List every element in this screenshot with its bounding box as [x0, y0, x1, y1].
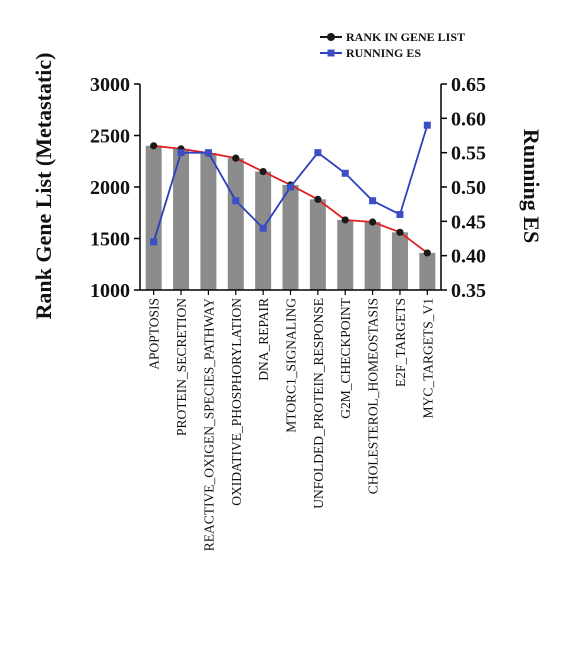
- running-es-point: [287, 183, 294, 191]
- y2-tick-label: 0.40: [451, 246, 486, 268]
- y-tick-label: 2500: [90, 126, 130, 148]
- running-es-point: [259, 224, 267, 232]
- x-tick-label: G2M_CHECKPOINT: [338, 297, 353, 419]
- y-tick-label: 1500: [90, 229, 130, 251]
- x-tick-label: CHOLESTEROL_HOMEOSTASIS: [366, 298, 381, 494]
- rank-point: [396, 228, 404, 236]
- rank-point: [423, 249, 431, 257]
- legend: RANK IN GENE LIST RUNNING ES: [320, 30, 465, 60]
- bar: [200, 153, 217, 290]
- x-tick-label: MTORC1_SIGNALING: [284, 298, 299, 433]
- lines-layer: [150, 121, 431, 257]
- y2-tick-label: 0.50: [451, 177, 486, 199]
- rank-point: [368, 218, 377, 226]
- running-es-point: [150, 238, 158, 246]
- y2-axis-title: Running ES: [519, 129, 544, 243]
- rank-point: [232, 154, 240, 162]
- running-es-point: [204, 149, 212, 157]
- x-tick-label: APOPTOSIS: [147, 298, 162, 370]
- legend-rank-label: RANK IN GENE LIST: [346, 30, 465, 44]
- axes-layer: [134, 83, 447, 295]
- y2-tick-label: 0.65: [451, 74, 486, 96]
- x-tick-label: MYC_TARGETS_V1: [420, 298, 435, 418]
- bars-layer: [145, 145, 436, 290]
- y2-tick-label: 0.45: [451, 211, 486, 233]
- x-tick-label: OXIDATIVE_PHOSPHORYLATION: [229, 298, 244, 506]
- x-tick-label: PROTEIN_SECRETION: [174, 298, 189, 436]
- legend-es-label: RUNNING ES: [346, 46, 421, 60]
- running-es-point: [341, 169, 349, 177]
- bar: [419, 252, 436, 290]
- y-axis-title: Rank Gene List (Metastatic): [31, 52, 56, 319]
- running-es-point: [177, 149, 185, 157]
- bar: [364, 222, 381, 290]
- x-tick-label: UNFOLDED_PROTEIN_RESPONSE: [311, 298, 326, 509]
- running-es-point: [423, 121, 431, 129]
- rank-point: [150, 142, 158, 150]
- x-tick-label: DNA_REPAIR: [256, 298, 271, 381]
- legend-rank-marker: [327, 33, 335, 41]
- bar: [282, 184, 299, 290]
- bar: [391, 232, 408, 290]
- running-es-point: [232, 197, 240, 205]
- running-es-point: [396, 210, 404, 218]
- bar: [337, 219, 354, 290]
- y-tick-label: 2000: [90, 177, 130, 199]
- rank-point: [314, 195, 322, 203]
- y2-tick-label: 0.55: [451, 143, 486, 165]
- rank-point: [259, 167, 267, 176]
- labels-layer: 1000 1500 2000 2500 3000 0.35 0.40 0.45 0.50 0.55…: [90, 74, 486, 551]
- bar: [173, 148, 190, 290]
- bar: [145, 145, 162, 290]
- legend-es-marker: [327, 49, 335, 57]
- x-tick-label: REACTIVE_OXIGEN_SPECIES_PATHWAY: [201, 298, 216, 552]
- running-es-point: [369, 197, 377, 205]
- y-tick-label: 3000: [90, 74, 130, 96]
- bar: [227, 158, 244, 290]
- y2-tick-label: 0.35: [451, 280, 486, 302]
- running-es-point: [314, 149, 322, 157]
- y2-tick-label: 0.60: [451, 108, 486, 130]
- rank-point: [341, 216, 349, 224]
- bar: [309, 199, 326, 290]
- x-tick-label: E2F_TARGETS: [393, 298, 408, 387]
- y-tick-label: 1000: [90, 280, 130, 302]
